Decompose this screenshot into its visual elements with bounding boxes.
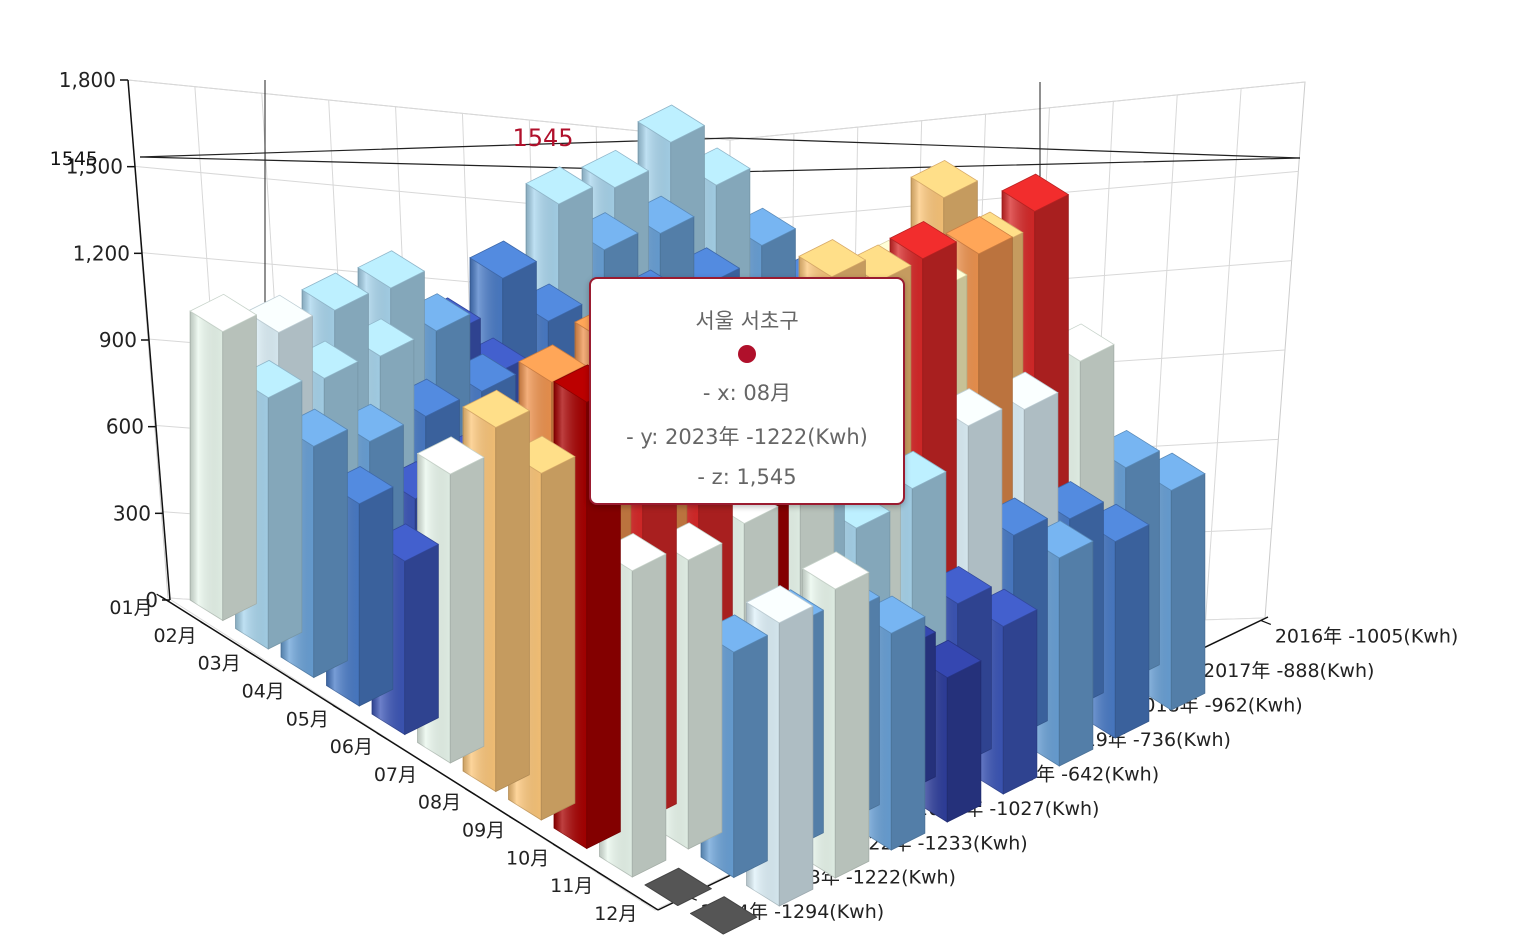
- tooltip-marker-icon: [738, 345, 756, 363]
- x-tick-label: 12月: [594, 903, 637, 925]
- x-tick-label: 03月: [198, 653, 241, 675]
- z-tick-label: 1,200: [73, 241, 130, 265]
- z-tick-label: 600: [106, 415, 144, 439]
- x-tick-label: 04月: [242, 681, 285, 703]
- x-tick-label: 06月: [330, 736, 373, 758]
- bar-11-0[interactable]: [690, 896, 758, 935]
- z-tick-label: 300: [113, 501, 151, 525]
- bar-10-0[interactable]: [644, 867, 712, 907]
- z-tick-highlight-label: 1545: [50, 148, 98, 170]
- z-tick-label: 1,500: [66, 155, 123, 179]
- x-tick-label: 01月: [109, 597, 152, 619]
- tooltip-title: 서울 서초구: [695, 309, 799, 333]
- x-tick-label: 08月: [418, 792, 461, 814]
- bar-0-0[interactable]: [189, 293, 257, 622]
- tooltip-x: - x: 08月: [702, 381, 792, 405]
- z-tick-label: 1,800: [59, 68, 116, 92]
- x-tick-label: 11月: [550, 875, 593, 897]
- tooltip-z: - z: 1,545: [697, 465, 797, 489]
- y-tick-label: 2017年 -888(Kwh): [1203, 660, 1374, 682]
- z-tick-labels: 0 300 600 900 1,200 1,500 1,800: [59, 68, 170, 612]
- y-tick-label: 2019年 -736(Kwh): [1060, 729, 1231, 751]
- x-tick-label: 07月: [374, 764, 417, 786]
- z-tick-label: 0: [145, 588, 158, 612]
- x-tick-label: 05月: [286, 708, 329, 730]
- x-axis: [159, 595, 659, 911]
- x-tick-label: 10月: [506, 847, 549, 869]
- highlight-value-label: 1545: [512, 124, 573, 152]
- y-tick-label: 2016年 -1005(Kwh): [1275, 625, 1458, 647]
- tooltip: 서울 서초구 - x: 08月 - y: 2023年 -1222(Kwh) - …: [589, 277, 905, 505]
- y-tick-label: 2023年 -1222(Kwh): [772, 867, 955, 889]
- x-tick-label: 02月: [153, 625, 196, 647]
- z-tick-label: 900: [99, 328, 137, 352]
- tooltip-y: - y: 2023年 -1222(Kwh): [626, 425, 868, 449]
- x-tick-label: 09月: [462, 819, 505, 841]
